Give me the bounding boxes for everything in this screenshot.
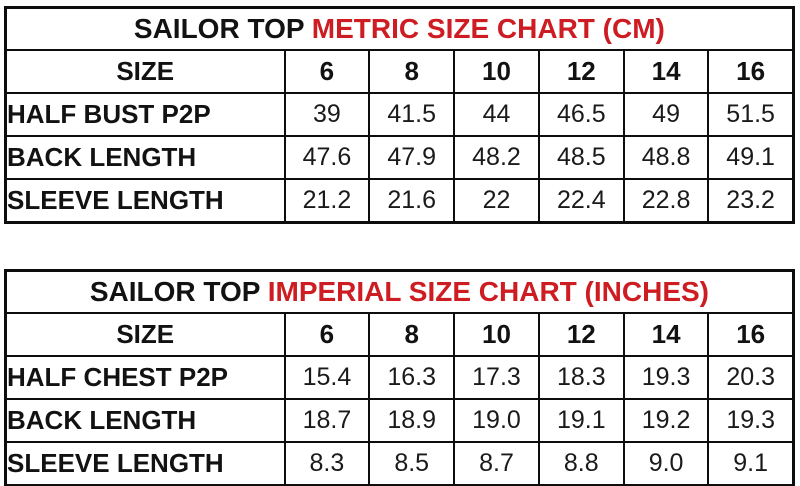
title-product-name: SAILOR TOP — [89, 276, 260, 307]
measurement-value: 39 — [283, 92, 371, 137]
table-row: SIZE 6 8 10 12 14 16 — [4, 312, 795, 357]
size-column-header: 14 — [622, 49, 710, 94]
measurement-value: 19.2 — [622, 398, 710, 443]
table-row: BACK LENGTH 18.7 18.9 19.0 19.1 19.2 19.… — [4, 398, 795, 443]
metric-table-title: SAILOR TOP METRIC SIZE CHART (CM) — [4, 6, 795, 51]
measurement-value: 9.1 — [707, 441, 795, 486]
measurement-value: 46.5 — [537, 92, 625, 137]
size-column-header: 8 — [368, 312, 456, 357]
title-chart-type: IMPERIAL SIZE CHART (INCHES) — [267, 276, 709, 307]
measurement-value: 9.0 — [622, 441, 710, 486]
measurement-value: 49.1 — [707, 135, 795, 180]
measurement-value: 48.2 — [453, 135, 540, 180]
measurement-value: 22.4 — [537, 178, 625, 224]
imperial-table-title: SAILOR TOP IMPERIAL SIZE CHART (INCHES) — [4, 269, 795, 314]
measurement-value: 23.2 — [707, 178, 795, 224]
measurement-value: 8.3 — [283, 441, 371, 486]
measurement-value: 48.5 — [537, 135, 625, 180]
size-column-header: 6 — [283, 312, 371, 357]
imperial-size-table: SAILOR TOP IMPERIAL SIZE CHART (INCHES) … — [4, 269, 795, 486]
measurement-value: 51.5 — [707, 92, 795, 137]
size-column-header: 14 — [622, 312, 710, 357]
measurement-value: 8.7 — [453, 441, 540, 486]
measurement-value: 16.3 — [368, 355, 456, 400]
measurement-value: 19.3 — [707, 398, 795, 443]
measurement-row-label: BACK LENGTH — [4, 135, 286, 180]
size-column-header: 16 — [707, 49, 795, 94]
table-row: SAILOR TOP IMPERIAL SIZE CHART (INCHES) — [4, 269, 795, 314]
size-column-header: 8 — [368, 49, 456, 94]
measurement-value: 22 — [453, 178, 540, 224]
measurement-value: 49 — [622, 92, 710, 137]
measurement-row-label: SLEEVE LENGTH — [4, 178, 286, 224]
measurement-value: 17.3 — [453, 355, 540, 400]
size-header-label: SIZE — [4, 312, 286, 357]
measurement-row-label: BACK LENGTH — [4, 398, 286, 443]
measurement-value: 48.8 — [622, 135, 710, 180]
measurement-value: 19.3 — [622, 355, 710, 400]
measurement-value: 8.8 — [537, 441, 625, 486]
size-column-header: 12 — [537, 49, 625, 94]
measurement-value: 47.6 — [283, 135, 371, 180]
measurement-value: 18.9 — [368, 398, 456, 443]
table-row: SLEEVE LENGTH 8.3 8.5 8.7 8.8 9.0 9.1 — [4, 441, 795, 486]
measurement-value: 41.5 — [368, 92, 456, 137]
measurement-value: 20.3 — [707, 355, 795, 400]
measurement-row-label: HALF CHEST P2P — [4, 355, 286, 400]
table-row: SAILOR TOP METRIC SIZE CHART (CM) — [4, 6, 795, 51]
measurement-value: 44 — [453, 92, 540, 137]
table-row: HALF BUST P2P 39 41.5 44 46.5 49 51.5 — [4, 92, 795, 137]
size-column-header: 10 — [453, 49, 540, 94]
title-product-name: SAILOR TOP — [133, 13, 305, 44]
size-column-header: 6 — [283, 49, 371, 94]
measurement-value: 47.9 — [368, 135, 456, 180]
measurement-value: 19.0 — [453, 398, 540, 443]
size-column-header: 10 — [453, 312, 540, 357]
table-row: BACK LENGTH 47.6 47.9 48.2 48.5 48.8 49.… — [4, 135, 795, 180]
metric-size-table: SAILOR TOP METRIC SIZE CHART (CM) SIZE 6… — [4, 6, 795, 224]
measurement-value: 22.8 — [622, 178, 710, 224]
measurement-row-label: SLEEVE LENGTH — [4, 441, 286, 486]
measurement-value: 18.3 — [537, 355, 625, 400]
size-column-header: 12 — [537, 312, 625, 357]
measurement-value: 19.1 — [537, 398, 625, 443]
size-header-label: SIZE — [4, 49, 286, 94]
table-row: HALF CHEST P2P 15.4 16.3 17.3 18.3 19.3 … — [4, 355, 795, 400]
size-column-header: 16 — [707, 312, 795, 357]
table-row: SLEEVE LENGTH 21.2 21.6 22 22.4 22.8 23.… — [4, 178, 795, 224]
measurement-value: 18.7 — [283, 398, 371, 443]
table-row: SIZE 6 8 10 12 14 16 — [4, 49, 795, 94]
measurement-value: 21.6 — [368, 178, 456, 224]
measurement-value: 8.5 — [368, 441, 456, 486]
measurement-row-label: HALF BUST P2P — [4, 92, 286, 137]
title-chart-type: METRIC SIZE CHART (CM) — [311, 13, 665, 44]
measurement-value: 21.2 — [283, 178, 371, 224]
measurement-value: 15.4 — [283, 355, 371, 400]
